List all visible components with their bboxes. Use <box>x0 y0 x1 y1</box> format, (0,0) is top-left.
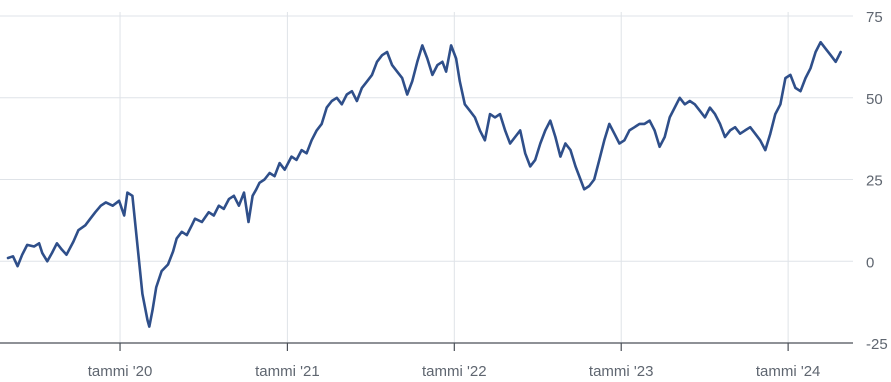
vertical-gridlines <box>119 12 789 343</box>
x-tick-label: tammi '20 <box>88 363 153 380</box>
y-tick-label: -25 <box>866 336 888 353</box>
x-tick-label: tammi '21 <box>255 363 320 380</box>
y-tick-label: 75 <box>866 9 883 26</box>
y-tick-label: 50 <box>866 91 883 108</box>
y-tick-label: 25 <box>866 173 883 190</box>
y-axis-ticks: 75 50 25 0 -25 <box>866 9 888 353</box>
x-axis-ticks: tammi '20 tammi '21 tammi '22 tammi '23 tamm… <box>88 343 821 380</box>
x-tick-label: tammi '23 <box>589 363 654 380</box>
x-tick-label: tammi '24 <box>756 363 821 380</box>
horizontal-gridlines <box>0 15 853 262</box>
y-tick-label: 0 <box>866 254 874 271</box>
x-tick-label: tammi '22 <box>422 363 487 380</box>
series-line <box>6 40 842 328</box>
